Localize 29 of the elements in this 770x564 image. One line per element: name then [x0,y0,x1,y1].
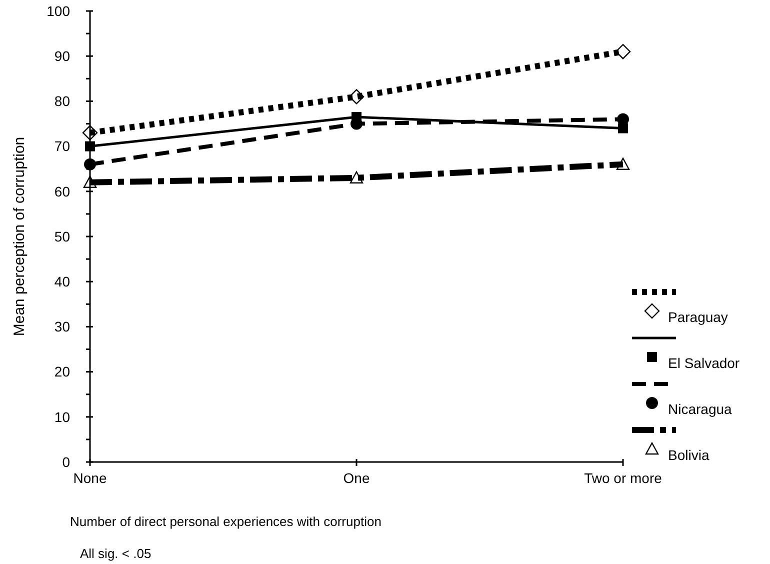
y-tick-label: 30 [54,318,70,335]
point [83,176,97,188]
x-tick-label: Two or more [584,470,662,486]
y-axis-title: Mean perception of corruption [11,136,28,336]
text: All sig. < .05 [80,546,152,561]
point [82,125,98,140]
x-tick-label: None [73,470,107,486]
x-tick-label: One [343,470,370,486]
y-tick-label: 100 [46,2,70,19]
point [85,141,95,152]
point [350,171,364,184]
point [618,123,628,134]
y-tick-label: 40 [54,274,70,290]
y-tick-label: 50 [54,228,70,244]
legend-label: Bolivia [668,447,710,463]
y-tick-label: 70 [54,138,70,154]
legend-label: El Salvador [668,355,740,371]
point [616,158,630,170]
y-tick-label: 90 [54,48,70,64]
y-tick-label: 60 [54,183,70,200]
legend-label: Paraguay [668,309,728,325]
y-tick-label: 20 [54,364,70,380]
y-tick-label: 10 [54,408,70,425]
point [84,158,96,170]
y-tick-label: 0 [62,454,70,470]
y-tick-label: 80 [54,93,70,110]
point [615,44,631,60]
legend-label: Nicaragua [668,401,732,417]
x-axis-title: Number of direct personal experiences with corruption [70,514,382,529]
